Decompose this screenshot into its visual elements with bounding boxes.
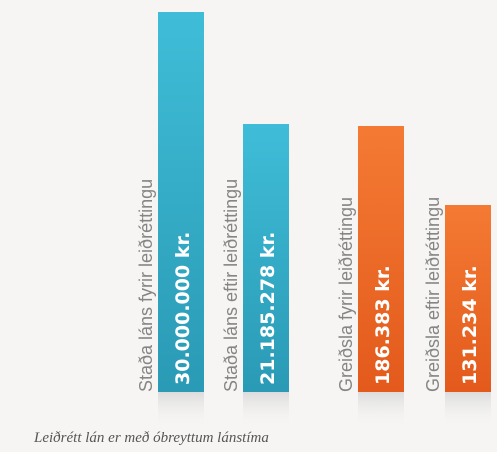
- bar-reflections: [158, 392, 491, 428]
- category-label: Staða láns eftir leiðréttingu: [221, 179, 241, 392]
- bar-2: [243, 124, 289, 392]
- bar-value-label: 21.185.278 kr.: [257, 232, 279, 385]
- category-label: Greiðsla eftir leiðréttingu: [423, 197, 443, 392]
- bar-3: [358, 126, 404, 392]
- bar-reflection: [243, 392, 289, 428]
- chart-caption: Leiðrétt lán er með óbreyttum lánstíma: [34, 430, 269, 446]
- category-label: Staða láns fyrir leiðréttingu: [136, 179, 156, 392]
- bar-4: [445, 205, 491, 392]
- bar-reflection: [158, 392, 204, 428]
- bar-1: [158, 12, 204, 392]
- bar-reflection: [358, 392, 404, 428]
- bar-reflection: [445, 392, 491, 428]
- bar-labels: 30.000.000 kr. Staða láns fyrir leiðrétti…: [136, 179, 481, 392]
- bar-value-label: 131.234 kr.: [459, 265, 481, 385]
- bars: [158, 12, 491, 392]
- bar-value-label: 30.000.000 kr.: [172, 232, 194, 385]
- bar-value-label: 186.383 kr.: [372, 265, 394, 385]
- category-label: Greiðsla fyrir leiðréttingu: [336, 197, 356, 392]
